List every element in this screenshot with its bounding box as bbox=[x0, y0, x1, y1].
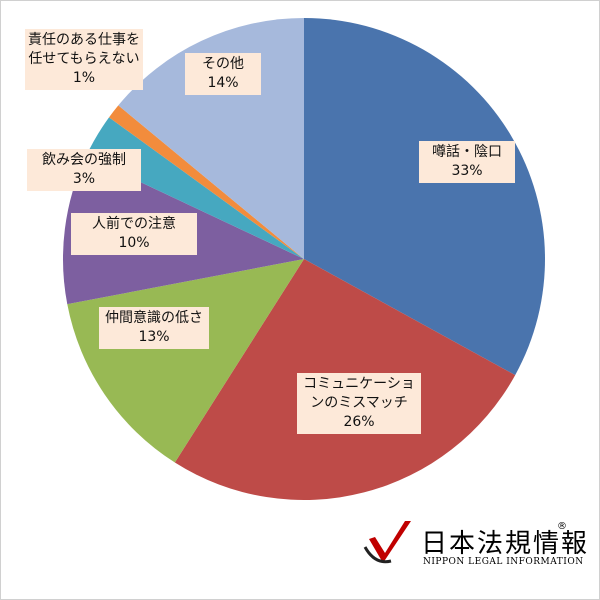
data-label: コミュニケーションのミスマッチ 26% bbox=[297, 373, 421, 434]
pie-slice bbox=[109, 105, 304, 259]
logo-name: 日本法規情報 bbox=[421, 529, 590, 559]
data-label: 仲間意識の低さ 13% bbox=[99, 307, 209, 349]
category-label: 噂話・陰口 bbox=[432, 144, 502, 160]
value-label: 33% bbox=[451, 163, 483, 179]
category-label: 人前での注意 bbox=[92, 216, 176, 232]
category-label: その他 bbox=[202, 56, 244, 72]
category-label: 責任のある仕事を任せてもらえない bbox=[28, 32, 140, 67]
value-label: 1% bbox=[72, 70, 96, 86]
value-label: 26% bbox=[343, 414, 375, 430]
logo-mark: ® bbox=[557, 521, 567, 532]
category-label: 仲間意識の低さ bbox=[105, 310, 203, 326]
value-label: 14% bbox=[207, 75, 239, 91]
category-label: コミュニケーションのミスマッチ bbox=[303, 376, 415, 411]
data-label: 噂話・陰口 33% bbox=[419, 141, 515, 183]
value-label: 13% bbox=[138, 329, 170, 345]
value-label: 10% bbox=[118, 235, 150, 251]
data-label: 責任のある仕事を任せてもらえない 1% bbox=[25, 29, 143, 90]
logo-subtitle: NIPPON LEGAL INFORMATION bbox=[423, 557, 584, 567]
logo-icon bbox=[363, 521, 411, 564]
value-label: 3% bbox=[72, 171, 96, 187]
data-label: 人前での注意 10% bbox=[71, 213, 197, 255]
data-label: その他 14% bbox=[185, 53, 261, 95]
category-label: 飲み会の強制 bbox=[42, 152, 126, 168]
data-label: 飲み会の強制 3% bbox=[27, 149, 141, 191]
pie-slice bbox=[304, 18, 545, 376]
